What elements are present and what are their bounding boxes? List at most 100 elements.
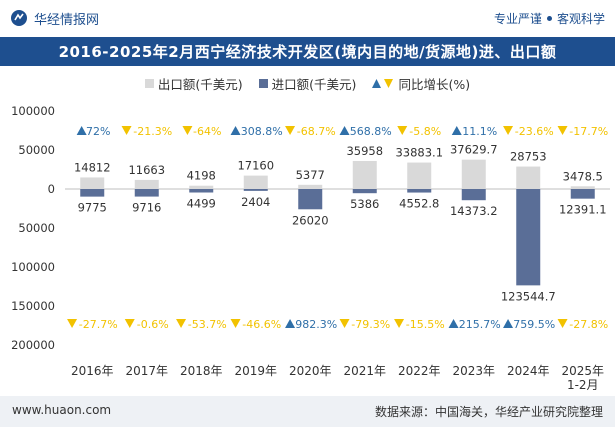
export-bar <box>407 162 432 189</box>
import-yoy-label: -15.5% <box>406 318 445 331</box>
export-data-label: 5377 <box>296 168 325 182</box>
export-bar <box>134 179 159 189</box>
export-data-label: 3478.5 <box>563 169 603 183</box>
import-bar <box>352 189 377 194</box>
import-yoy-label: -79.3% <box>351 318 390 331</box>
export-yoy-label: 72% <box>86 125 110 138</box>
import-yoy-down-arrow-icon <box>394 319 405 328</box>
export-yoy-down-arrow-icon <box>285 126 296 135</box>
logo-icon <box>11 10 27 26</box>
export-data-label: 28753 <box>510 150 547 164</box>
export-data-label: 37629.7 <box>450 143 498 157</box>
y-tick-label: 200000 <box>11 338 55 352</box>
chart-title: 2016-2025年2月西宁经济技术开发区(境内目的地/货源地)进、出口额 <box>58 43 557 61</box>
x-tick-label: 2020年 <box>289 364 332 378</box>
import-yoy-up-arrow-icon <box>285 319 296 328</box>
export-yoy-label: 11.1% <box>462 125 497 138</box>
brand-name: 华经情报网 <box>34 12 100 28</box>
tagline: 专业严谨 客观科学 <box>494 8 605 28</box>
export-yoy-label: -23.6% <box>515 125 554 138</box>
y-tick-label: 100000 <box>11 260 55 274</box>
export-data-label: 14812 <box>74 160 111 174</box>
export-yoy-label: 568.8% <box>350 125 392 138</box>
export-yoy-down-arrow-icon <box>503 126 514 135</box>
export-yoy-down-arrow-icon <box>397 126 408 135</box>
import-yoy-down-arrow-icon <box>230 319 241 328</box>
import-yoy-label: -27.7% <box>79 318 118 331</box>
import-data-label: 9716 <box>132 201 161 215</box>
legend: 出口额(千美元) 进口额(千美元) 同比增长(%) <box>0 72 615 94</box>
export-yoy-label: 308.8% <box>241 125 283 138</box>
export-yoy-up-arrow-icon <box>230 126 241 135</box>
import-bar <box>134 189 159 197</box>
y-tick-label: 50000 <box>18 221 55 235</box>
import-data-label: 123544.7 <box>501 289 556 303</box>
legend-import-label: 进口额(千美元) <box>271 76 357 92</box>
import-yoy-label: 759.5% <box>513 318 555 331</box>
import-yoy-down-arrow-icon <box>557 319 568 328</box>
x-tick-label: 2019年 <box>234 364 277 378</box>
import-yoy-label: 982.3% <box>295 318 337 331</box>
y-tick-label: 150000 <box>11 299 55 313</box>
top-bar: 华经情报网 专业严谨 客观科学 <box>0 0 615 37</box>
import-data-label: 14373.2 <box>450 204 498 218</box>
export-bar <box>570 186 595 189</box>
import-yoy-down-arrow-icon <box>67 319 78 328</box>
export-data-label: 4198 <box>187 169 216 183</box>
import-data-label: 4552.8 <box>399 197 439 211</box>
x-tick-label: 2021年 <box>343 364 386 378</box>
export-yoy-label: -17.7% <box>569 125 608 138</box>
export-yoy-up-arrow-icon <box>451 126 462 135</box>
import-bar <box>189 189 214 193</box>
import-data-label: 9775 <box>78 201 107 215</box>
legend-export-swatch <box>144 78 154 88</box>
export-yoy-up-arrow-icon <box>76 126 87 135</box>
export-bar <box>243 175 268 189</box>
import-data-label: 2404 <box>241 195 270 209</box>
x-tick-label: 2018年 <box>180 364 223 378</box>
x-tick-label: 2025年 <box>561 364 604 378</box>
import-yoy-up-arrow-icon <box>448 319 459 328</box>
y-tick-label: 100000 <box>11 104 55 118</box>
footer-source: 数据来源：中国海关，华经产业研究院整理 <box>374 405 603 419</box>
export-yoy-label: -64% <box>193 125 221 138</box>
x-tick-label: 2016年 <box>71 364 114 378</box>
export-yoy-label: -68.7% <box>297 125 336 138</box>
import-bar <box>407 189 432 193</box>
legend-yoy-icon <box>372 79 394 88</box>
export-bar <box>189 185 214 189</box>
legend-export-label: 出口额(千美元) <box>157 76 243 92</box>
bar-chart: 100000 50000 0 50000 100000 150000 200000 14812… <box>11 104 610 392</box>
import-bar <box>570 189 595 199</box>
export-yoy-up-arrow-icon <box>339 126 350 135</box>
x-tick-label: 2023年 <box>452 364 495 378</box>
import-data-label: 12391.1 <box>559 203 607 217</box>
export-bar <box>80 177 105 189</box>
chart-title-bar: 2016-2025年2月西宁经济技术开发区(境内目的地/货源地)进、出口额 <box>0 37 615 66</box>
x-tick-label: 1-2月 <box>567 378 599 392</box>
export-yoy-label: -21.3% <box>133 125 172 138</box>
export-data-label: 35958 <box>346 144 383 158</box>
import-yoy-down-arrow-icon <box>124 319 135 328</box>
export-yoy-down-arrow-icon <box>121 126 132 135</box>
export-data-label: 11663 <box>128 163 165 177</box>
import-bar <box>516 189 541 286</box>
x-tick-label: 2017年 <box>125 364 168 378</box>
export-bar <box>298 184 323 189</box>
export-bar <box>352 160 377 189</box>
export-yoy-down-arrow-icon <box>182 126 193 135</box>
import-yoy-label: -46.6% <box>242 318 281 331</box>
tagline-left: 专业严谨 <box>493 11 542 26</box>
import-data-label: 4499 <box>187 197 216 211</box>
export-data-label: 33883.1 <box>395 146 443 160</box>
export-data-label: 17160 <box>237 159 274 173</box>
y-tick-label: 50000 <box>18 143 55 157</box>
brand: 华经情报网 <box>10 8 99 28</box>
import-yoy-down-arrow-icon <box>339 319 350 328</box>
import-yoy-label: -53.7% <box>188 318 227 331</box>
x-tick-label: 2024年 <box>507 364 550 378</box>
export-bar <box>516 166 541 189</box>
export-bar <box>461 159 486 189</box>
legend-yoy: 同比增长(%) <box>372 74 470 93</box>
import-yoy-label: -0.6% <box>137 318 169 331</box>
